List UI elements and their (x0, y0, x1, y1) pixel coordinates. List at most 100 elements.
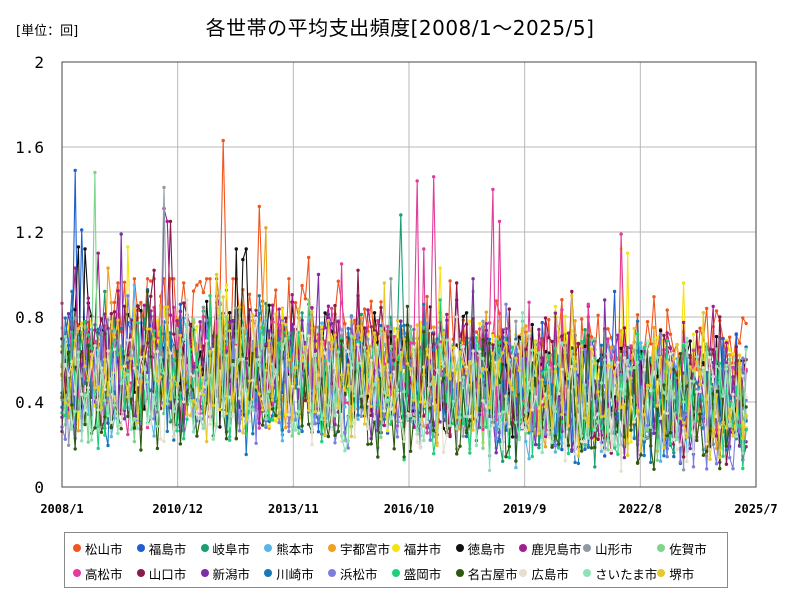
legend-item: 佐賀市 (657, 537, 721, 559)
data-point (382, 423, 386, 428)
data-point (504, 455, 508, 459)
data-point (527, 457, 531, 461)
data-point (139, 380, 143, 384)
data-point (172, 332, 176, 336)
data-point (714, 309, 719, 313)
data-point (422, 247, 426, 251)
legend-item: 岐阜市 (200, 537, 265, 559)
data-point (432, 348, 436, 352)
data-point (484, 321, 488, 326)
data-point (652, 467, 656, 471)
data-point (63, 413, 67, 418)
data-point (135, 304, 140, 308)
legend-label: 浜松市 (340, 566, 378, 582)
legend-marker (391, 544, 400, 552)
data-point (234, 374, 238, 378)
data-point (221, 414, 225, 418)
data-point (517, 335, 521, 339)
data-point (441, 376, 446, 380)
data-point (175, 349, 179, 354)
data-point (343, 322, 347, 326)
data-point (316, 411, 321, 415)
data-point (507, 307, 511, 311)
data-point (89, 352, 94, 356)
data-point (560, 298, 564, 302)
data-point (487, 337, 492, 341)
data-point (86, 296, 91, 300)
data-point (612, 371, 617, 375)
data-point (455, 281, 459, 285)
data-point (152, 337, 156, 341)
data-point (99, 325, 104, 329)
data-point (122, 417, 127, 421)
data-point (86, 344, 91, 348)
data-point (599, 446, 604, 450)
data-point (724, 462, 729, 466)
data-point (191, 374, 196, 378)
data-point (698, 382, 702, 387)
data-point (228, 424, 232, 428)
data-point (83, 364, 87, 368)
data-point (316, 373, 321, 377)
data-point (257, 426, 261, 430)
data-point (264, 226, 268, 230)
data-point (201, 393, 206, 397)
data-point (119, 365, 123, 369)
data-point (701, 453, 706, 457)
legend-label: 松山市 (85, 541, 123, 557)
data-point (464, 311, 469, 315)
data-point (399, 367, 403, 371)
data-point (668, 370, 673, 374)
legend-label: 岐阜市 (212, 541, 251, 557)
data-point (705, 467, 709, 471)
data-point (737, 341, 742, 345)
data-point (310, 310, 314, 314)
data-point (547, 366, 551, 370)
data-point (408, 359, 413, 363)
data-point (662, 446, 666, 450)
data-point (366, 394, 370, 398)
data-point (172, 438, 176, 442)
data-point (639, 448, 643, 453)
data-point (691, 332, 696, 336)
data-point (287, 413, 291, 417)
data-point (392, 335, 396, 339)
data-point (185, 412, 189, 416)
data-point (343, 400, 347, 405)
data-point (326, 434, 331, 439)
data-point (497, 438, 502, 442)
data-point (603, 358, 607, 362)
data-point (688, 339, 692, 343)
data-point (208, 422, 212, 427)
data-point (93, 344, 97, 348)
data-point (744, 347, 748, 351)
data-point (188, 398, 192, 403)
data-point (455, 415, 459, 420)
data-point (228, 438, 232, 442)
data-point (501, 351, 505, 355)
data-point (695, 381, 699, 385)
data-point (379, 305, 383, 310)
data-point (681, 343, 686, 348)
data-point (497, 219, 502, 224)
data-point (119, 427, 123, 431)
data-point (711, 360, 715, 365)
data-point (626, 345, 630, 350)
data-point (448, 434, 452, 439)
data-point (622, 455, 627, 460)
data-point (432, 382, 436, 386)
data-point (464, 431, 469, 435)
data-point (524, 324, 528, 328)
data-point (96, 446, 100, 451)
data-point (172, 434, 176, 439)
data-point (510, 354, 515, 358)
data-point (251, 432, 255, 436)
data-point (563, 314, 567, 319)
data-point (103, 312, 107, 316)
data-point (366, 308, 370, 312)
data-point (191, 317, 196, 322)
data-point (297, 425, 301, 429)
data-point (501, 447, 505, 451)
data-point (681, 320, 686, 325)
data-point (149, 294, 153, 298)
